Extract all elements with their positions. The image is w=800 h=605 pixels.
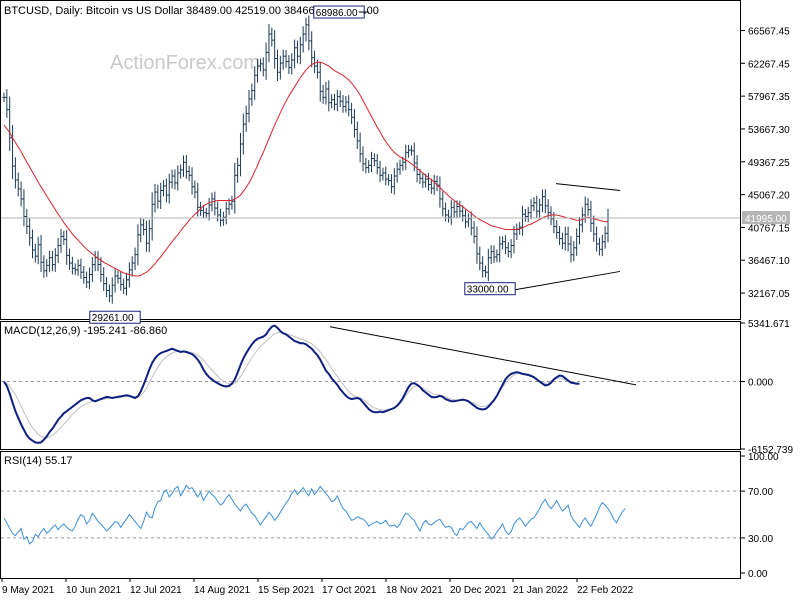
price-axis-label: 66567.45	[748, 26, 790, 37]
x-axis-label: 17 Oct 2021	[322, 585, 377, 596]
x-axis-label: 12 Jul 2021	[130, 585, 182, 596]
price-axis-label: 57967.35	[748, 92, 790, 103]
low-label-2022-box	[464, 282, 516, 296]
rsi-axis-label: 70.00	[748, 487, 773, 498]
price-axis-label: 45067.20	[748, 191, 790, 202]
price-axis-label: 53667.30	[748, 125, 790, 136]
low-label-2021: 29261.00	[92, 313, 134, 324]
last-price-label: 41995.00	[745, 214, 787, 225]
macd-title: MACD(12,26,9) -195.241 -86.860	[4, 325, 167, 337]
rsi-axis-label: 100.00	[748, 452, 779, 463]
x-axis-label: 10 Jun 2021	[66, 585, 121, 596]
price-axis-label: 49367.25	[748, 158, 790, 169]
rsi-panel-frame	[0, 451, 741, 579]
macd-axis-label: 5341.671	[748, 319, 790, 330]
macd-trendline	[329, 326, 637, 386]
watermark: ActionForex.com	[110, 52, 260, 74]
last-price-badge	[742, 211, 790, 225]
high-label: 68986.00	[316, 8, 358, 19]
macd-axis-label: -6152.739	[748, 445, 793, 456]
macd-layer: 5341.671 0.000 -6152.739	[1, 319, 793, 456]
rsi-layer: 100.00 70.00 30.00 0.00	[1, 452, 779, 580]
rsi-axis-label: 30.00	[748, 534, 773, 545]
price-axis-label: 62267.45	[748, 59, 790, 70]
price-panel-frame	[0, 0, 741, 320]
rsi-axis-label: 0.00	[748, 569, 768, 580]
triangle-lower-line	[514, 270, 621, 291]
x-axis: 9 May 2021 10 Jun 2021 12 Jul 2021 14 Aug 2…	[1, 578, 634, 596]
x-axis-label: 14 Aug 2021	[194, 585, 251, 596]
x-axis-label: 9 May 2021	[2, 585, 55, 596]
price-annotations: 41995.00 68986.00 29261.00 33000.00	[1, 5, 790, 324]
macd-axis-label: 0.000	[748, 378, 773, 389]
macd-line	[3, 324, 580, 444]
price-axis-label: 36467.10	[748, 256, 790, 267]
rsi-line	[3, 484, 626, 545]
price-axis-label: 40767.15	[748, 223, 790, 234]
x-axis-label: 22 Feb 2022	[577, 585, 634, 596]
rsi-title: RSI(14) 55.17	[4, 455, 72, 467]
macd-signal-line	[3, 332, 577, 439]
x-axis-label: 20 Dec 2021	[450, 585, 507, 596]
price-axis-label: 32167.05	[748, 289, 790, 300]
x-axis-label: 15 Sep 2021	[258, 585, 315, 596]
macd-panel-frame	[0, 321, 741, 450]
price-axis: 66567.45 62267.45 57967.35 53667.30 49367.25…	[741, 26, 790, 300]
price-candles	[2, 15, 610, 304]
x-axis-label: 21 Jan 2022	[513, 585, 568, 596]
price-chart-title: BTCUSD, Daily: Bitcoin vs US Dollar 3848…	[4, 5, 379, 17]
moving-average-line	[3, 61, 608, 277]
low-label-2022: 33000.00	[467, 285, 509, 296]
triangle-upper-line	[555, 183, 621, 192]
low-label-2021-box	[89, 310, 141, 324]
moving-average	[3, 61, 608, 277]
x-axis-label: 18 Nov 2021	[386, 585, 443, 596]
